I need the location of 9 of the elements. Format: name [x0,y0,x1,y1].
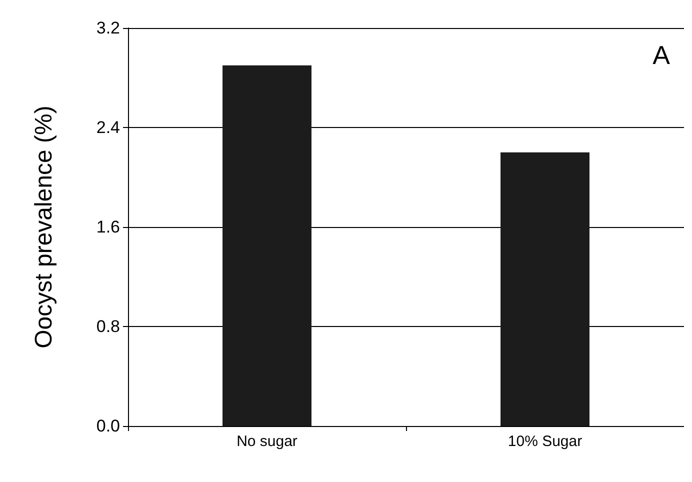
y-tick-label: 0.8 [96,317,120,336]
y-tick-label: 2.4 [96,118,120,137]
x-tick-label: No sugar [236,433,298,450]
x-tick-label: 10% Sugar [508,433,582,450]
annotation: A [652,40,671,70]
y-tick-label: 1.6 [96,218,120,236]
y-axis-title: Oocyst prevalence (%) [30,106,58,348]
y-tick-label: 0.0 [96,416,120,436]
y-tick-label: 3.2 [96,18,120,38]
